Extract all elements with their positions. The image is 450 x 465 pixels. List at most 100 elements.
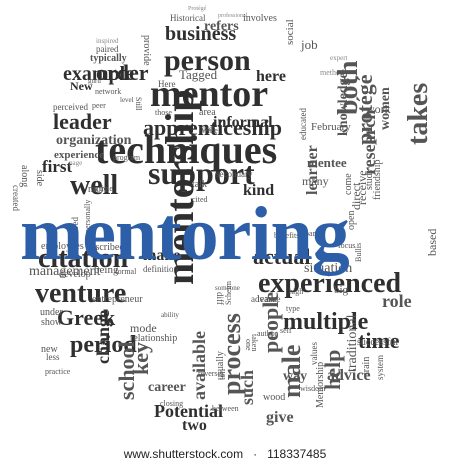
word-cloud-image: Historical professional involves Protégé bus… xyxy=(11,6,439,434)
cloud-word: Greek xyxy=(57,305,116,330)
cloud-word: Potential xyxy=(154,401,223,421)
cloud-word: benefits xyxy=(274,231,300,240)
cloud-word: apprenticeship xyxy=(143,115,282,140)
cloud-word: such xyxy=(237,369,257,405)
cloud-word: successful xyxy=(357,337,399,348)
cloud-word: high xyxy=(289,287,304,296)
cloud-word: role xyxy=(382,291,412,311)
cloud-word: area xyxy=(199,107,216,118)
cloud-word: program xyxy=(113,153,141,162)
cloud-word: give xyxy=(266,409,294,426)
word-cloud: Historical professional involves Protégé bus… xyxy=(11,6,439,434)
cloud-word: mentee xyxy=(307,155,347,170)
cloud-word: educated xyxy=(298,108,308,140)
cloud-word: time xyxy=(358,328,400,353)
cloud-word: advance xyxy=(251,294,281,304)
cloud-word: organization xyxy=(56,133,132,148)
cloud-word: work xyxy=(366,102,391,116)
cloud-word: advice xyxy=(327,367,371,384)
watermark-footer: www.shutterstock.com · 118337485 xyxy=(0,442,450,465)
cloud-word: wisdom xyxy=(300,384,326,393)
cloud-word: management xyxy=(29,264,101,279)
cloud-word: citation xyxy=(38,243,129,274)
cloud-word: someone xyxy=(215,284,240,292)
cloud-word: relationship xyxy=(130,333,178,344)
cloud-word: change xyxy=(93,310,113,364)
cloud-word: formal xyxy=(115,267,137,276)
cloud-word: ability xyxy=(161,311,179,319)
cloud-word: paired xyxy=(96,44,119,54)
cloud-word: way xyxy=(283,369,308,384)
cloud-word: wood xyxy=(263,392,286,403)
cloud-word: coach xyxy=(199,125,216,133)
watermark-separator: · xyxy=(253,446,258,461)
cloud-word: taken xyxy=(250,334,259,352)
cloud-word: Tagged xyxy=(179,67,218,82)
cloud-word: first xyxy=(42,157,73,176)
cloud-word: available xyxy=(189,330,209,400)
cloud-word: situation xyxy=(304,261,353,276)
cloud-word: learner xyxy=(304,145,321,195)
cloud-word: show xyxy=(41,317,63,328)
cloud-word: learn xyxy=(257,294,277,305)
cloud-word: experience xyxy=(54,149,105,161)
cloud-word: less xyxy=(46,352,60,362)
cloud-word: involves xyxy=(243,13,277,24)
cloud-word: described xyxy=(86,242,125,253)
cloud-word: professional xyxy=(218,13,248,19)
cloud-word: expert xyxy=(330,54,348,62)
cloud-word: women xyxy=(378,87,393,130)
cloud-word: network xyxy=(95,87,122,96)
cloud-word: refers xyxy=(204,19,239,34)
cloud-word: friendship xyxy=(372,159,383,200)
cloud-word: side xyxy=(34,170,45,187)
cloud-word: informal xyxy=(213,114,273,131)
cloud-word: Historical xyxy=(170,13,206,23)
cloud-word: takes xyxy=(403,82,434,145)
cloud-word: guru xyxy=(88,77,101,85)
cloud-word: between xyxy=(212,404,239,413)
cloud-word: Protégé xyxy=(188,6,207,12)
cloud-word: period xyxy=(70,332,137,358)
cloud-word: Here xyxy=(158,79,176,89)
cloud-word: two xyxy=(182,417,207,434)
cloud-word: mode xyxy=(130,321,157,335)
cloud-word: perceived xyxy=(53,102,88,112)
cloud-word: secondary xyxy=(216,169,253,179)
cloud-word: multiple xyxy=(283,309,369,335)
cloud-word: cited xyxy=(192,195,208,204)
cloud-word: kind xyxy=(243,182,275,199)
cloud-word: many xyxy=(302,174,329,188)
cloud-word: business xyxy=(165,23,237,45)
cloud-word: big xyxy=(334,284,349,296)
cloud-word: being xyxy=(94,264,119,276)
cloud-word: here xyxy=(256,68,286,85)
cloud-word: typically xyxy=(90,53,127,64)
cloud-word: venture xyxy=(35,278,127,309)
cloud-word: peer xyxy=(92,101,106,110)
cloud-word: definition xyxy=(143,264,178,274)
cloud-word: employees xyxy=(41,241,84,252)
cloud-word: order xyxy=(96,60,149,85)
cloud-word: leader xyxy=(53,109,112,134)
cloud-word: practice xyxy=(45,367,71,376)
watermark-image-id: 118337485 xyxy=(267,446,327,461)
cloud-word: focus xyxy=(338,241,356,250)
cloud-word: white xyxy=(200,126,218,135)
cloud-word: February xyxy=(311,121,351,133)
cloud-word: part xyxy=(305,229,318,238)
cloud-word: entrepreneur xyxy=(92,294,143,305)
cloud-word-mentoring: mentoring xyxy=(20,192,350,276)
cloud-word: social xyxy=(284,19,296,45)
cloud-word: closing xyxy=(160,399,184,408)
cloud-word: person xyxy=(164,44,251,77)
cloud-word: Bullis xyxy=(354,242,363,262)
cloud-word: more xyxy=(88,184,109,195)
cloud-word: career xyxy=(148,380,186,395)
cloud-word: self xyxy=(280,326,292,335)
cloud-word: author xyxy=(257,329,278,338)
cloud-word: make xyxy=(143,247,181,264)
cloud-word: New xyxy=(70,79,93,93)
cloud-word: reverses xyxy=(198,369,225,378)
cloud-word: under xyxy=(40,307,63,318)
